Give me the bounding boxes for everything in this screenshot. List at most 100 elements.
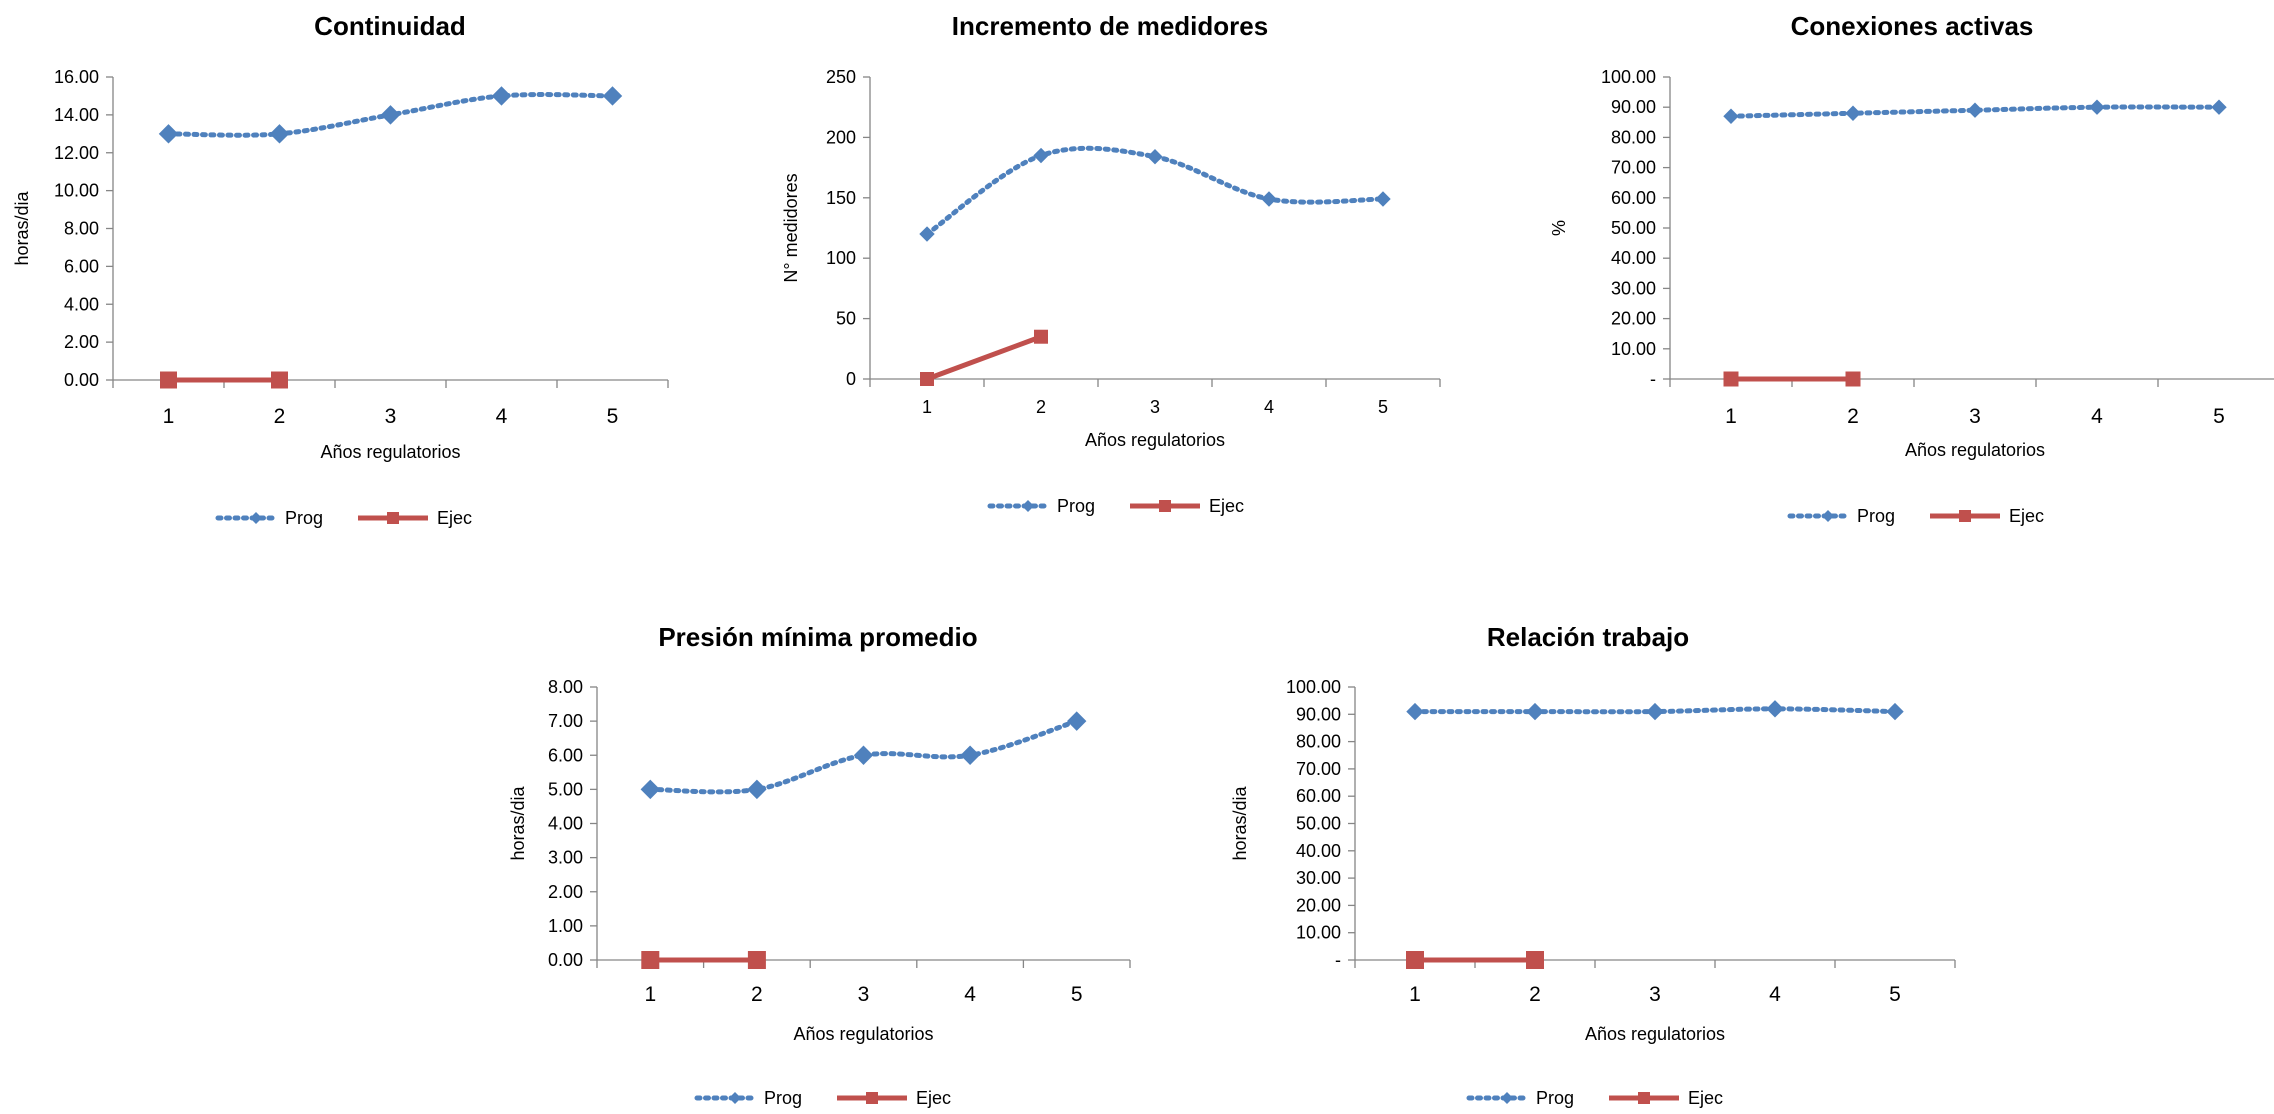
data-point-ejec <box>1406 951 1424 969</box>
legend-label-prog: Prog <box>764 1088 802 1108</box>
data-point-ejec <box>747 951 766 969</box>
y-tick-label: 4.00 <box>64 294 99 314</box>
x-tick-label: 5 <box>2213 405 2225 428</box>
x-tick-label: 5 <box>1889 983 1901 1006</box>
y-tick-label: 16.00 <box>54 67 99 87</box>
y-tick-label: 10.00 <box>1611 339 1656 359</box>
chart-title: Continuidad <box>314 11 466 41</box>
x-tick-label: 5 <box>607 405 619 428</box>
x-tick-label: 4 <box>964 983 976 1006</box>
legend-marker-ejec <box>1638 1092 1650 1104</box>
y-tick-label: 150 <box>826 188 856 208</box>
x-axis-label: Años regulatorios <box>320 442 460 462</box>
y-tick-label: 50.00 <box>1296 814 1341 834</box>
y-tick-label: 10.00 <box>1296 923 1341 943</box>
y-axis-label: N° medidores <box>781 173 801 282</box>
data-point-ejec <box>160 371 177 389</box>
x-tick-label: 4 <box>2091 405 2103 428</box>
y-tick-label: 14.00 <box>54 105 99 125</box>
legend-marker-prog <box>1822 510 1834 522</box>
legend-label-ejec: Ejec <box>916 1088 951 1108</box>
legend-label-ejec: Ejec <box>2009 506 2044 526</box>
data-point-ejec <box>1845 371 1861 387</box>
x-tick-label: 1 <box>644 983 656 1006</box>
y-tick-label: 20.00 <box>1296 895 1341 915</box>
y-tick-label: 3.00 <box>548 848 583 868</box>
x-tick-label: 4 <box>496 405 508 428</box>
y-tick-label: 1.00 <box>548 916 583 936</box>
x-tick-label: 3 <box>385 405 397 428</box>
y-tick-label: 6.00 <box>64 256 99 276</box>
data-point-prog <box>1845 105 1861 121</box>
x-tick-label: 3 <box>1150 397 1160 417</box>
y-tick-label: 4.00 <box>548 814 583 834</box>
data-point-prog <box>1967 102 1983 118</box>
legend-marker-ejec <box>866 1092 878 1104</box>
legend-marker-prog <box>250 512 262 524</box>
y-tick-label: 200 <box>826 127 856 147</box>
data-point-prog <box>380 105 401 125</box>
data-point-prog <box>1886 702 1904 721</box>
data-point-prog <box>640 779 661 800</box>
y-tick-label: 8.00 <box>64 219 99 239</box>
x-axis-label: Años regulatorios <box>1585 1024 1725 1044</box>
legend-marker-ejec <box>1159 500 1171 512</box>
x-tick-label: 2 <box>1529 983 1541 1006</box>
x-tick-label: 3 <box>858 983 870 1006</box>
y-axis-label: horas/dia <box>1230 785 1250 860</box>
chart-title: Relación trabajo <box>1487 622 1689 652</box>
y-tick-label: 100 <box>826 248 856 268</box>
y-tick-label: 70.00 <box>1296 759 1341 779</box>
y-tick-label: 100.00 <box>1286 677 1341 697</box>
data-point-prog <box>1526 702 1544 721</box>
legend: Prog Ejec <box>1466 1088 1723 1108</box>
y-tick-label: 40.00 <box>1611 248 1656 268</box>
legend-marker-ejec <box>387 512 399 524</box>
y-tick-label: 2.00 <box>64 332 99 352</box>
chart-title: Conexiones activas <box>1791 11 2034 41</box>
data-point-ejec <box>920 372 934 386</box>
data-point-prog <box>2089 99 2105 115</box>
y-tick-label: 7.00 <box>548 711 583 731</box>
y-tick-label: 30.00 <box>1296 868 1341 888</box>
data-point-prog <box>747 779 767 800</box>
legend-label-prog: Prog <box>1536 1088 1574 1108</box>
x-axis-label: Años regulatorios <box>1085 430 1225 450</box>
x-tick-label: 2 <box>751 983 763 1006</box>
y-axis-label: horas/dia <box>12 190 32 265</box>
y-tick-label: 60.00 <box>1296 786 1341 806</box>
data-point-ejec <box>1034 329 1048 344</box>
x-tick-label: 5 <box>1071 983 1083 1006</box>
y-tick-label: 40.00 <box>1296 841 1341 861</box>
data-point-prog <box>1406 702 1424 721</box>
data-point-prog <box>960 745 980 765</box>
x-tick-label: 3 <box>1649 983 1661 1006</box>
data-point-prog <box>602 86 623 106</box>
chart-title: Presión mínima promedio <box>658 622 977 652</box>
y-tick-label: 90.00 <box>1611 97 1656 117</box>
chart-3: Conexiones activas - 10.00 20.00 30.00 40.00 5… <box>1549 11 2274 526</box>
data-point-prog <box>1033 147 1049 164</box>
y-axis-label: horas/dia <box>508 785 528 860</box>
x-tick-label: 2 <box>1847 405 1859 428</box>
x-axis-label: Años regulatorios <box>1905 440 2045 460</box>
legend-marker-prog <box>729 1092 741 1104</box>
y-tick-label: 0.00 <box>64 370 99 390</box>
legend-label-prog: Prog <box>285 508 323 528</box>
series-line-ejec <box>926 334 1042 382</box>
x-axis-label: Años regulatorios <box>793 1024 933 1044</box>
data-point-ejec <box>1526 951 1544 969</box>
data-point-prog <box>491 86 512 106</box>
legend: Prog Ejec <box>215 508 472 528</box>
y-tick-label: 2.00 <box>548 882 583 902</box>
x-tick-label: 1 <box>1409 983 1421 1006</box>
x-tick-label: 2 <box>274 405 286 428</box>
x-tick-label: 4 <box>1264 397 1274 417</box>
y-tick-label: 12.00 <box>54 143 99 163</box>
legend: Prog Ejec <box>987 496 1244 516</box>
data-point-prog <box>853 745 874 765</box>
x-tick-label: 1 <box>922 397 932 417</box>
y-tick-label: 80.00 <box>1611 127 1656 147</box>
data-point-prog <box>1375 191 1391 207</box>
